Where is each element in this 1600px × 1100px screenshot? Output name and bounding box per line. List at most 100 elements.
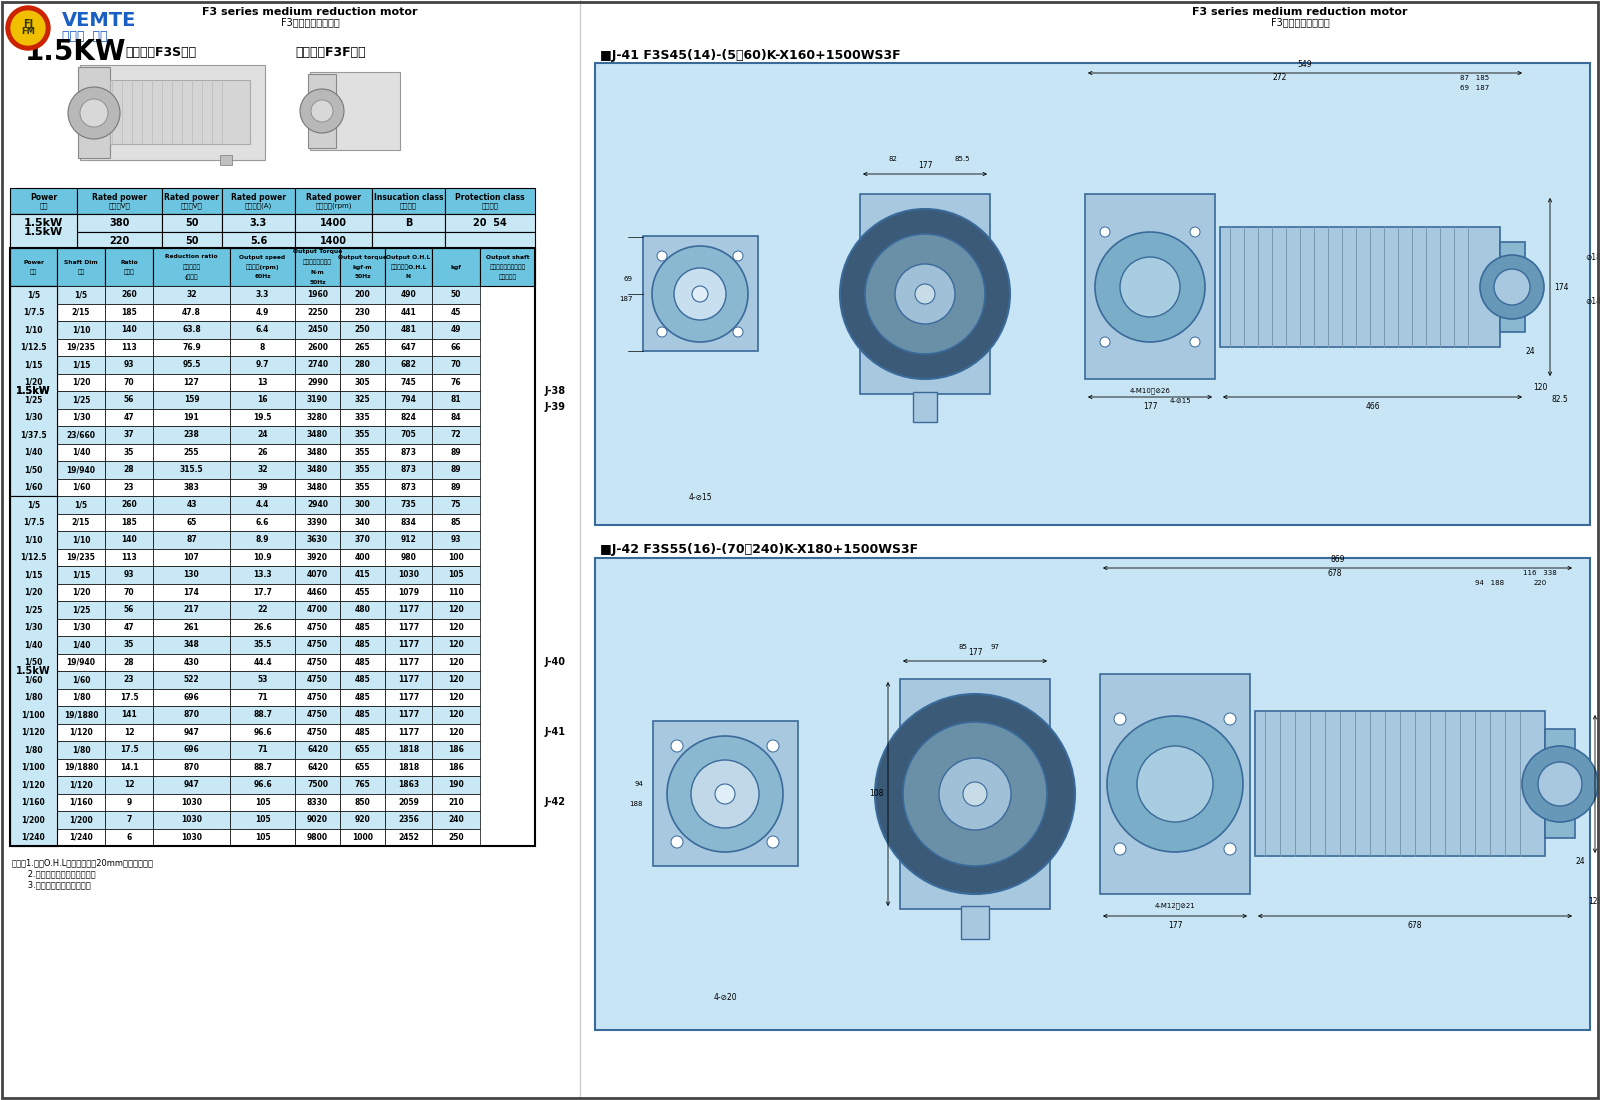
Circle shape [939, 758, 1011, 830]
Bar [294, 188, 371, 214]
Text: 485: 485 [355, 658, 370, 667]
Bar [10, 636, 58, 653]
Bar [58, 248, 106, 286]
Text: 1.5kW: 1.5kW [16, 386, 51, 396]
Text: 1400: 1400 [320, 236, 347, 246]
Text: 1/7.5: 1/7.5 [22, 308, 45, 317]
Bar [310, 72, 400, 150]
Circle shape [1120, 257, 1181, 317]
Bar [386, 724, 432, 741]
Bar [339, 706, 386, 724]
Text: 696: 696 [184, 746, 200, 755]
Circle shape [1114, 843, 1126, 855]
Bar [230, 408, 294, 426]
Bar [339, 689, 386, 706]
Circle shape [670, 740, 683, 752]
Bar [58, 390, 106, 408]
Text: 185: 185 [122, 518, 138, 527]
Bar [386, 426, 432, 443]
Bar [432, 426, 480, 443]
Text: 1/50: 1/50 [24, 658, 43, 667]
Bar [222, 232, 294, 250]
Text: 1/25: 1/25 [24, 395, 43, 405]
Text: Output torque: Output torque [338, 254, 387, 260]
Text: 335: 335 [355, 412, 370, 421]
Text: 260: 260 [122, 290, 138, 299]
Bar [154, 461, 230, 478]
Bar [386, 741, 432, 759]
Bar [339, 339, 386, 356]
Text: 441: 441 [400, 308, 416, 317]
Bar [1085, 194, 1214, 380]
Text: kgf: kgf [451, 264, 461, 270]
Bar [294, 286, 339, 304]
Text: 95.5: 95.5 [182, 361, 200, 370]
Bar [294, 618, 339, 636]
Bar [154, 793, 230, 811]
Text: 105: 105 [254, 798, 270, 806]
Text: 1/20: 1/20 [72, 587, 90, 596]
Text: 912: 912 [400, 536, 416, 544]
Bar [106, 741, 154, 759]
Text: 1/200: 1/200 [69, 815, 93, 824]
Bar [386, 304, 432, 321]
Text: 130: 130 [184, 570, 200, 580]
Bar [339, 304, 386, 321]
Text: 116   338: 116 338 [1523, 570, 1557, 576]
Text: 3190: 3190 [307, 395, 328, 405]
Text: J-40: J-40 [546, 657, 566, 668]
Text: 1/240: 1/240 [22, 833, 45, 842]
Text: 1863: 1863 [398, 780, 419, 790]
Bar [294, 461, 339, 478]
Text: 頻率（V）: 頻率（V） [181, 202, 203, 209]
Text: F3系列中型減速電機: F3系列中型減速電機 [1270, 16, 1330, 28]
Bar [106, 811, 154, 828]
Bar [386, 671, 432, 689]
Bar [294, 514, 339, 531]
Text: 50: 50 [186, 218, 198, 228]
Text: 87   185: 87 185 [1461, 75, 1490, 81]
Bar [294, 304, 339, 321]
Text: 485: 485 [355, 623, 370, 631]
Bar [339, 601, 386, 618]
Text: 1/40: 1/40 [24, 640, 43, 649]
Text: 870: 870 [184, 762, 200, 772]
Text: 1.5kW: 1.5kW [24, 227, 62, 236]
Text: 1/5: 1/5 [27, 500, 40, 509]
Text: 19/940: 19/940 [67, 465, 96, 474]
Text: 1/60: 1/60 [72, 675, 90, 684]
Text: 35: 35 [123, 640, 134, 649]
Text: 3480: 3480 [307, 465, 328, 474]
Bar [339, 566, 386, 583]
Bar [10, 390, 58, 408]
Text: 1/100: 1/100 [22, 711, 45, 719]
Bar [386, 478, 432, 496]
Bar [386, 321, 432, 339]
Text: J-41: J-41 [546, 727, 566, 737]
Text: 947: 947 [184, 780, 200, 790]
Bar [294, 706, 339, 724]
Text: 120: 120 [448, 675, 464, 684]
Bar [10, 828, 58, 846]
Bar [10, 811, 58, 828]
Text: 1/20: 1/20 [24, 377, 43, 387]
Bar [10, 339, 58, 356]
Text: 19/1880: 19/1880 [64, 711, 98, 719]
Text: 678: 678 [1328, 569, 1342, 578]
Bar [386, 759, 432, 775]
Text: 23/660: 23/660 [67, 430, 96, 439]
Bar [230, 618, 294, 636]
Text: 1.5kW: 1.5kW [16, 666, 51, 676]
Text: 4070: 4070 [307, 570, 328, 580]
Bar [386, 653, 432, 671]
Text: VEMTE: VEMTE [62, 11, 136, 30]
Text: 250: 250 [448, 833, 464, 842]
Bar [10, 759, 58, 775]
Text: 47: 47 [123, 623, 134, 631]
Text: 210: 210 [448, 798, 464, 806]
Text: 2940: 2940 [307, 500, 328, 509]
Text: 39: 39 [258, 483, 267, 492]
Text: 2356: 2356 [398, 815, 419, 824]
Text: F3系列中型減速電機: F3系列中型減速電機 [280, 16, 339, 28]
Bar [294, 496, 339, 514]
